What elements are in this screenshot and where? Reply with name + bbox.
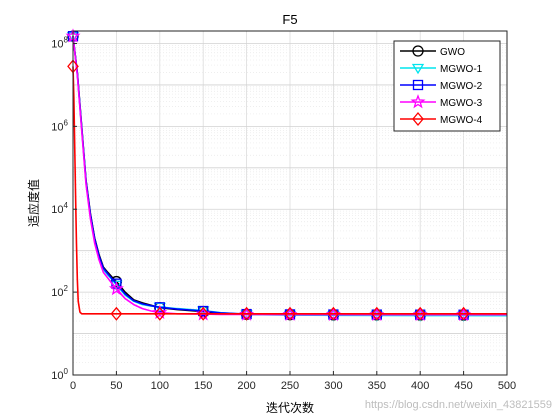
chart-title: F5 [282, 12, 297, 27]
x-tick-label: 150 [194, 380, 212, 392]
y-tick-exponent: 0 [64, 367, 69, 376]
y-tick-label: 104 [51, 201, 68, 216]
data-point-marker [153, 306, 166, 321]
legend-marker [412, 111, 424, 127]
legend-marker [410, 94, 426, 109]
y-tick-label: 106 [51, 118, 68, 133]
y-tick-base: 10 [51, 370, 63, 382]
legend-marker [411, 63, 425, 75]
data-point-marker [327, 306, 340, 321]
data-point-marker [457, 306, 470, 321]
legend-label: MGWO-3 [440, 98, 483, 109]
data-point-marker [240, 306, 253, 321]
legend-label: MGWO-4 [440, 115, 483, 126]
legend-item: GWO [400, 45, 465, 58]
data-point-marker [152, 304, 168, 319]
data-point-marker [414, 306, 427, 321]
legend-item: MGWO-2 [400, 79, 483, 92]
y-tick-exponent: 8 [64, 35, 69, 44]
watermark-text: https://blog.csdn.net/weixin_43821559 [365, 399, 552, 411]
data-point-marker [154, 302, 165, 313]
x-tick-label: 350 [368, 380, 386, 392]
x-axis-label: 迭代次数 [266, 400, 314, 415]
legend-label: MGWO-2 [440, 81, 483, 92]
x-tick-label: 100 [151, 380, 169, 392]
x-ticks: 0 50 100 150 200 250 300 350 400 450 500 [70, 371, 516, 392]
data-point-marker [197, 306, 210, 321]
legend-box [393, 40, 501, 132]
x-tick-label: 500 [498, 380, 516, 392]
x-tick-label: 450 [454, 380, 472, 392]
series-mgwo-4 [67, 59, 507, 321]
legend-label: MGWO-1 [440, 64, 483, 75]
data-point-marker [284, 306, 296, 321]
data-point-marker [370, 306, 383, 321]
x-tick-label: 250 [281, 380, 299, 392]
data-point-marker [108, 280, 124, 296]
data-point-marker [110, 306, 123, 321]
x-tick-label: 0 [70, 380, 76, 392]
legend-item: MGWO-1 [400, 63, 483, 75]
x-tick-label: 400 [411, 380, 429, 392]
y-tick-exponent: 6 [64, 118, 69, 127]
legend: GWO MGWO-1 MGWO-2 MGWO-3 MGWO-4 [393, 40, 501, 132]
y-tick-base: 10 [51, 38, 63, 50]
x-tick-label: 200 [237, 380, 255, 392]
y-tick-exponent: 4 [64, 201, 69, 210]
legend-label: GWO [440, 47, 465, 58]
x-tick-label: 50 [110, 380, 122, 392]
series-line [72, 66, 507, 315]
legend-item: MGWO-3 [400, 94, 483, 109]
y-tick-base: 10 [51, 204, 63, 216]
legend-marker [412, 45, 424, 57]
y-tick-label: 108 [51, 35, 68, 50]
y-tick-base: 10 [51, 121, 63, 133]
y-tick-base: 10 [51, 287, 63, 299]
series-group [65, 28, 508, 322]
y-tick-label: 102 [51, 284, 68, 299]
y-tick-label: 100 [51, 367, 68, 382]
x-tick-label: 300 [324, 380, 342, 392]
legend-marker [412, 79, 424, 91]
legend-item: MGWO-4 [400, 111, 483, 127]
y-tick-exponent: 2 [64, 284, 69, 293]
y-axis-label: 适应度值 [26, 179, 41, 227]
